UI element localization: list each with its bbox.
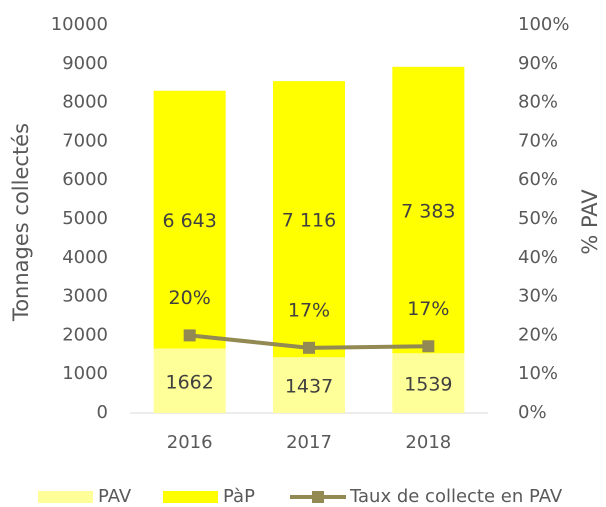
y-tick-label: 9000 <box>62 53 108 74</box>
data-label: 1662 <box>165 371 213 393</box>
data-label: 6 643 <box>162 210 216 232</box>
data-label: 17% <box>407 298 449 320</box>
y-tick-label: 6000 <box>62 169 108 190</box>
y2-tick-label: 80% <box>518 92 558 113</box>
y-tick-label: 3000 <box>62 286 108 307</box>
y-tick-label: 1000 <box>62 363 108 384</box>
line-marker <box>422 340 435 353</box>
y2-tick-label: 50% <box>518 208 558 229</box>
legend-label: PAV <box>98 486 132 507</box>
bar-segment <box>273 357 345 413</box>
y-tick-label: 8000 <box>62 92 108 113</box>
x-tick-label: 2017 <box>286 432 332 453</box>
data-label: 7 383 <box>401 201 455 223</box>
y-axis-title: Tonnages collectés <box>9 123 33 322</box>
y2-tick-label: 100% <box>518 14 569 35</box>
y-tick-label: 0 <box>97 402 108 423</box>
y-tick-label: 10000 <box>51 14 108 35</box>
bar-segment <box>273 81 345 358</box>
y2-tick-label: 60% <box>518 169 558 190</box>
legend-swatch <box>163 491 218 503</box>
y-tick-label: 5000 <box>62 208 108 229</box>
y2-tick-label: 20% <box>518 324 558 345</box>
y-tick-label: 7000 <box>62 130 108 151</box>
data-label: 17% <box>288 299 330 321</box>
bar-segment <box>153 90 226 349</box>
data-label: 1539 <box>404 374 452 396</box>
bar-segment <box>153 348 226 413</box>
line-marker <box>183 329 196 342</box>
y2-tick-label: 40% <box>518 247 558 268</box>
legend-label: PàP <box>223 486 255 507</box>
data-label: 1437 <box>285 376 333 398</box>
legend-swatch <box>38 491 93 503</box>
y2-tick-label: 90% <box>518 53 558 74</box>
data-label: 20% <box>169 287 211 309</box>
x-tick-label: 2018 <box>405 432 451 453</box>
y2-tick-label: 10% <box>518 363 558 384</box>
y2-tick-label: 30% <box>518 286 558 307</box>
legend-marker <box>312 491 324 503</box>
legend-label: Taux de collecte en PAV <box>349 486 563 507</box>
data-label: 7 116 <box>282 210 336 232</box>
y-tick-label: 2000 <box>62 324 108 345</box>
line-marker <box>303 341 315 354</box>
y-tick-label: 4000 <box>62 247 108 268</box>
x-tick-label: 2016 <box>167 432 213 453</box>
y2-tick-label: 0% <box>518 402 547 423</box>
y2-axis-title: % PAV <box>578 189 602 255</box>
y2-tick-label: 70% <box>518 130 558 151</box>
bar-segment <box>392 353 465 413</box>
bar-segment <box>392 66 465 354</box>
